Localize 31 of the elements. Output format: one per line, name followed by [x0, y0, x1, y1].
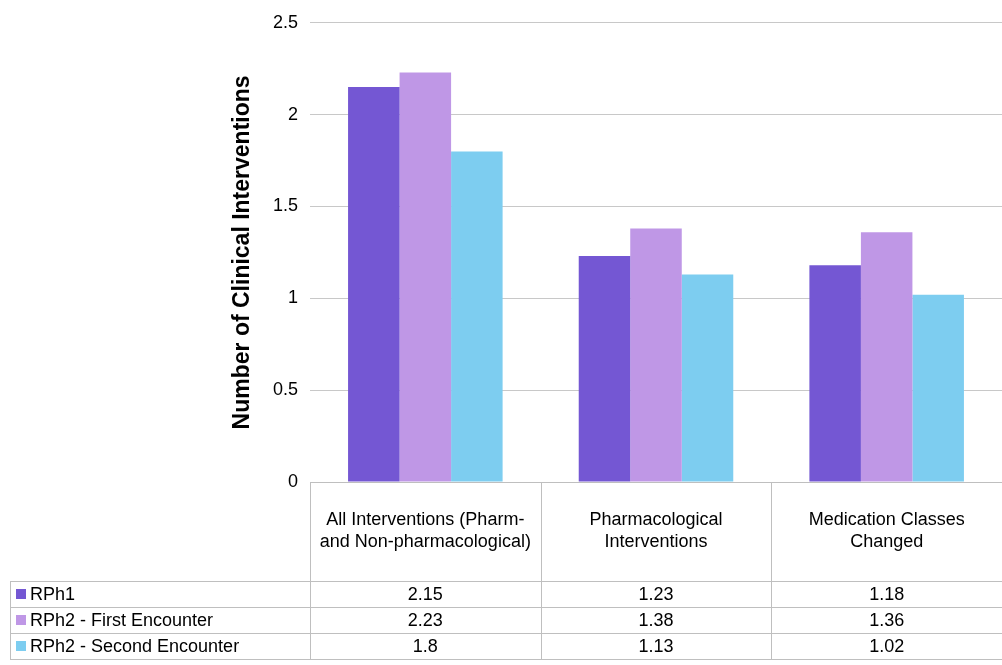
data-label: 1.38: [638, 609, 674, 630]
legend-label: RPh1: [30, 583, 76, 604]
y-tick-label: 0.5: [272, 379, 298, 400]
bar: [681, 274, 734, 482]
y-tick-label: 2: [287, 103, 298, 124]
legend-label: RPh2 - First Encounter: [30, 609, 214, 630]
bar: [809, 265, 861, 482]
data-label: 2.15: [407, 583, 443, 604]
bar: [630, 228, 682, 482]
data-label: 1.23: [638, 583, 674, 604]
x-tick-label: Medication Classes Changed: [808, 509, 965, 552]
data-label: 1.02: [869, 635, 905, 656]
bar: [399, 72, 452, 482]
x-tick-label: All Interventions (Pharm- and Non-pharmacological): [319, 509, 531, 552]
y-axis-title: Number of Clinical Interventions: [228, 75, 255, 430]
data-label: 1.18: [869, 583, 905, 604]
y-tick-label: 0: [287, 470, 298, 491]
bar: [348, 87, 400, 482]
y-tick-label: 2.5: [272, 11, 298, 32]
y-tick-label: 1.5: [272, 195, 298, 216]
bar: [912, 294, 964, 482]
data-label: 2.23: [407, 609, 443, 630]
data-label: 1.36: [869, 609, 905, 630]
legend-label: RPh2 - Second Encounter: [30, 635, 240, 656]
data-label: 1.13: [638, 635, 674, 656]
data-label: 1.8: [412, 635, 438, 656]
bar: [451, 151, 503, 482]
bar: [578, 256, 631, 482]
bar: [860, 232, 913, 482]
x-tick-label: Pharmacological Interventions: [589, 509, 723, 552]
y-tick-label: 1: [287, 287, 298, 308]
